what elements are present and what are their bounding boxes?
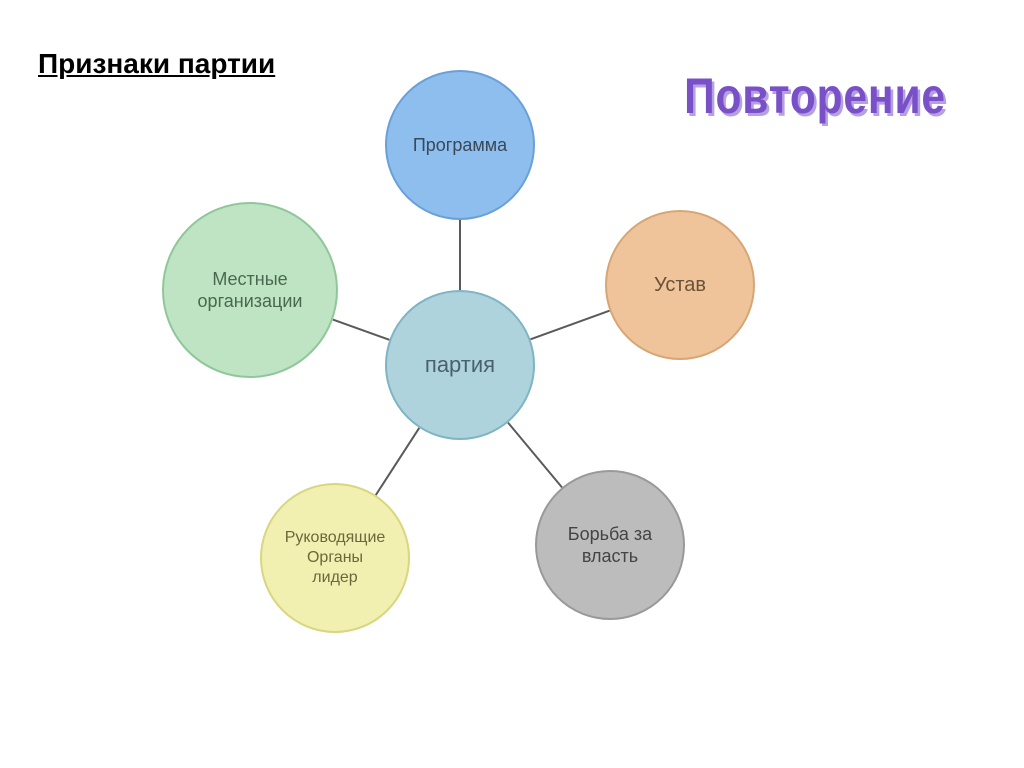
outer-node-0-label: Программа [407, 134, 513, 157]
outer-node-3-label: Руководящие Органы лидер [279, 528, 392, 588]
outer-node-0: Программа [385, 70, 535, 220]
outer-node-3: Руководящие Органы лидер [260, 483, 410, 633]
center-node-label: партия [419, 351, 501, 379]
outer-node-4: Местные организации [162, 202, 338, 378]
stage: Признаки партии Повторение ПрограммаУста… [0, 0, 1024, 768]
outer-node-1: Устав [605, 210, 755, 360]
outer-node-4-label: Местные организации [192, 268, 309, 313]
outer-node-1-label: Устав [648, 273, 712, 298]
outer-node-2: Борьба за власть [535, 470, 685, 620]
outer-node-2-label: Борьба за власть [562, 523, 658, 568]
center-node: партия [385, 290, 535, 440]
